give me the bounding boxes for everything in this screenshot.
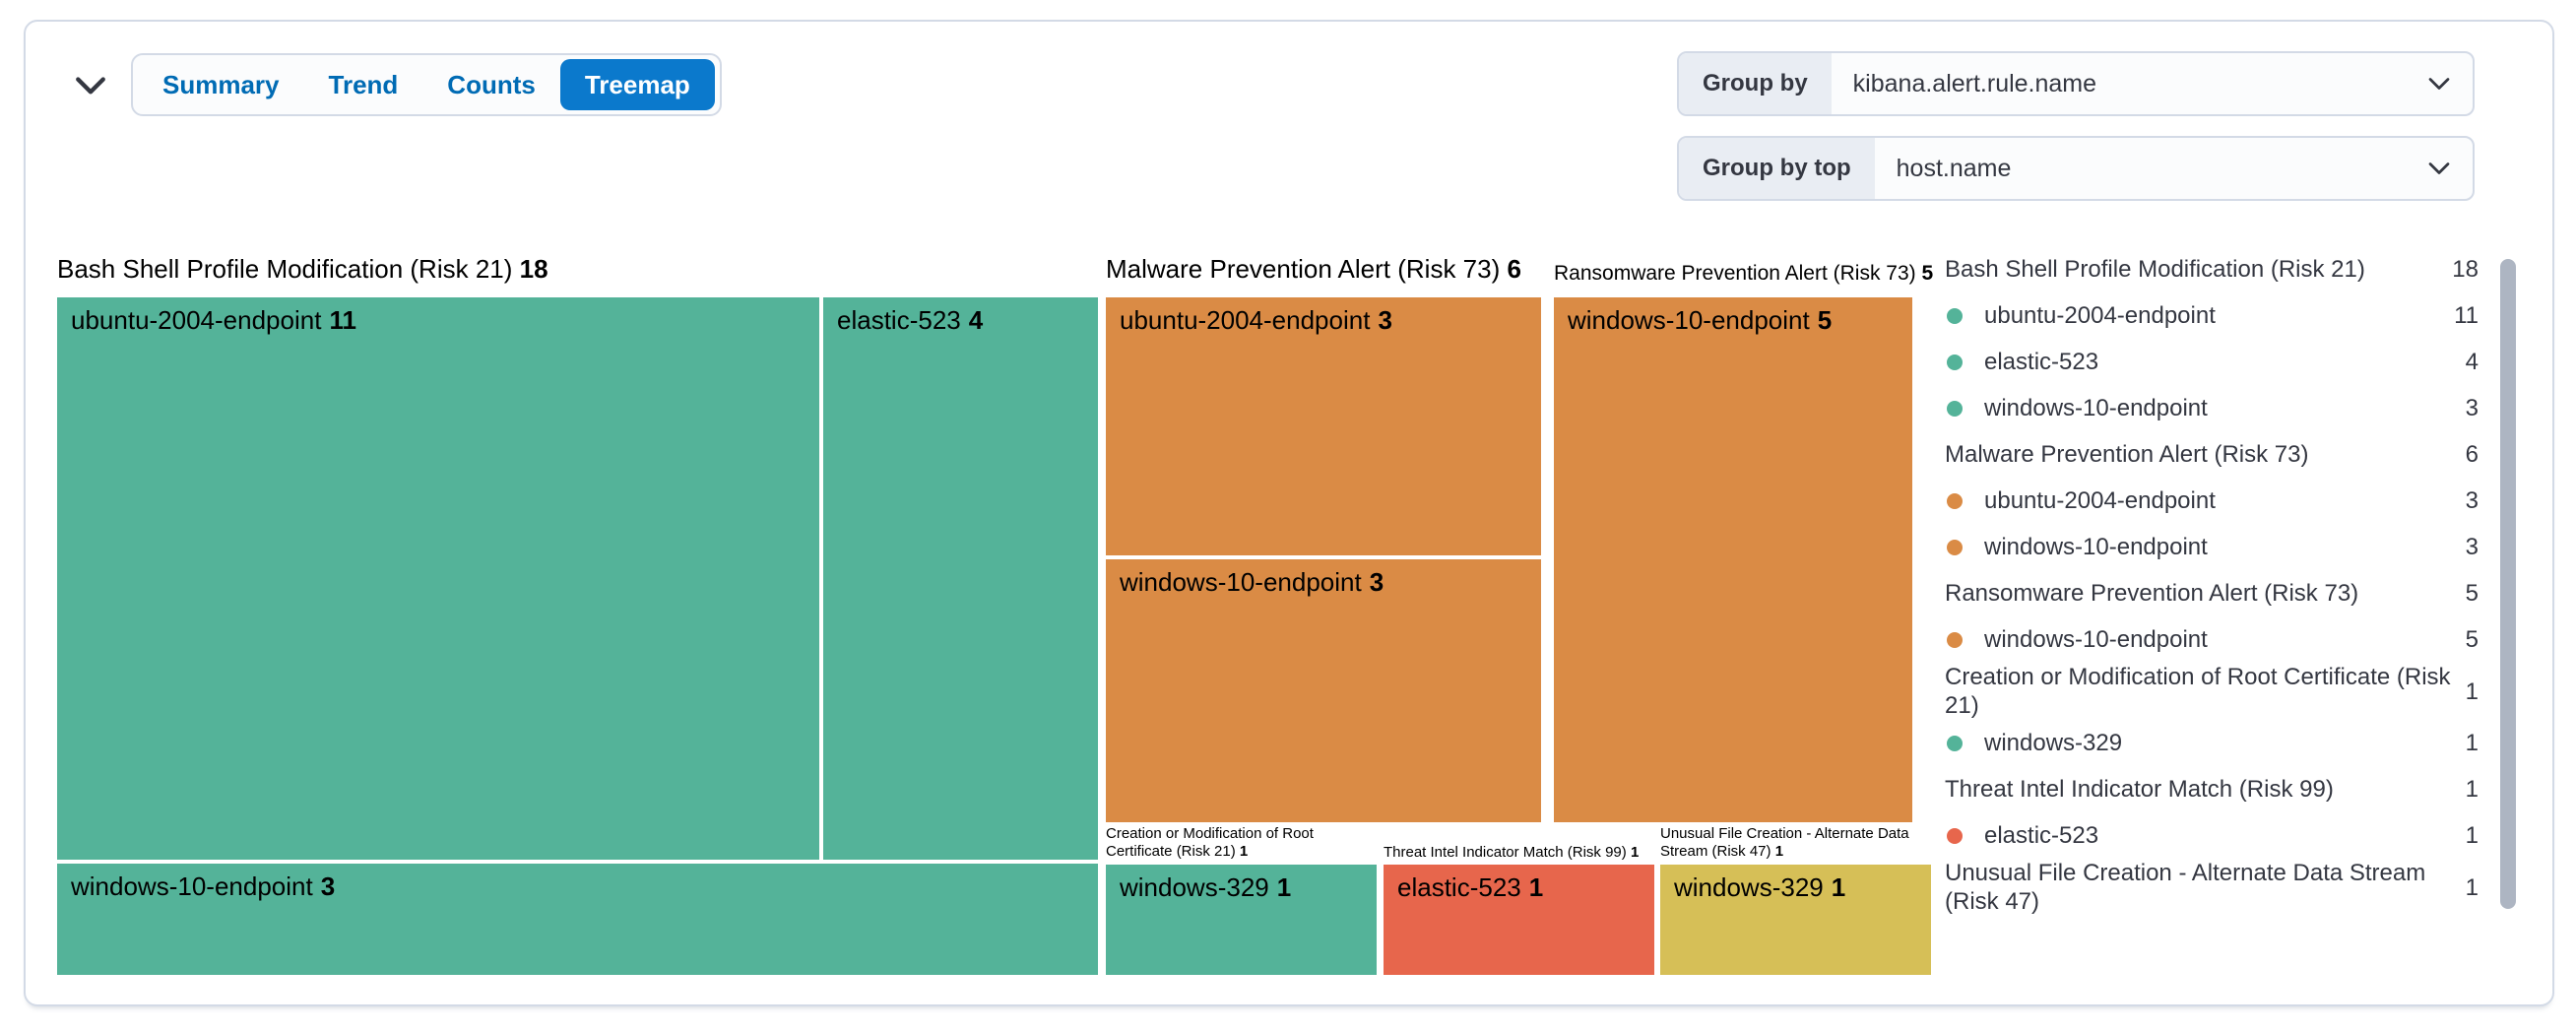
treemap-cell[interactable]: ubuntu-2004-endpoint 11 bbox=[57, 297, 819, 860]
cell-host: ubuntu-2004-endpoint bbox=[1120, 305, 1371, 335]
treemap-cell[interactable]: windows-10-endpoint 3 bbox=[57, 864, 1098, 975]
legend-count: 3 bbox=[2465, 487, 2479, 514]
treemap-cell[interactable]: ubuntu-2004-endpoint 3 bbox=[1106, 297, 1541, 555]
legend-host-item[interactable]: elastic-523 4 bbox=[1945, 339, 2479, 385]
legend-color-dot bbox=[1947, 492, 1963, 509]
treemap-section-title: Bash Shell Profile Modification (Risk 21… bbox=[57, 254, 548, 284]
legend-count: 5 bbox=[2465, 626, 2479, 653]
collapse-panel-button[interactable] bbox=[67, 65, 114, 108]
legend-count: 6 bbox=[2465, 441, 2479, 468]
legend-host-item[interactable]: ubuntu-2004-endpoint 3 bbox=[1945, 478, 2479, 524]
treemap-section-title: Malware Prevention Alert (Risk 73) 6 bbox=[1106, 254, 1521, 284]
legend-rule-item[interactable]: Creation or Modification of Root Certifi… bbox=[1945, 664, 2479, 719]
treemap-section-title: Ransomware Prevention Alert (Risk 73) 5 bbox=[1554, 262, 1934, 285]
cell-host: ubuntu-2004-endpoint bbox=[71, 305, 322, 335]
cell-host: windows-329 bbox=[1674, 872, 1824, 902]
section-count: 5 bbox=[1921, 262, 1934, 285]
section-count: 6 bbox=[1507, 254, 1521, 284]
group-by-control: Group by kibana.alert.rule.name bbox=[1677, 51, 2475, 116]
legend-scrollbar[interactable] bbox=[2500, 259, 2516, 909]
group-by-top-select[interactable]: host.name bbox=[1896, 154, 2012, 182]
legend-count: 5 bbox=[2465, 580, 2479, 607]
tab-summary[interactable]: Summary bbox=[162, 69, 280, 99]
legend-rule-item[interactable]: Unusual File Creation - Alternate Data S… bbox=[1945, 860, 2479, 915]
legend-color-dot bbox=[1947, 400, 1963, 417]
treemap-cell[interactable]: windows-10-endpoint 5 bbox=[1554, 297, 1912, 822]
chevron-down-icon bbox=[74, 74, 107, 99]
legend-count: 1 bbox=[2465, 776, 2479, 803]
legend-host-item[interactable]: windows-10-endpoint 3 bbox=[1945, 385, 2479, 431]
treemap-section-title-small: Creation or Modification of Root Certifi… bbox=[1106, 825, 1314, 860]
cell-value: 1 bbox=[1528, 872, 1544, 902]
treemap-cell[interactable]: elastic-523 4 bbox=[823, 297, 1098, 860]
treemap-cell[interactable]: windows-329 1 bbox=[1660, 865, 1931, 975]
treemap-legend: Bash Shell Profile Modification (Risk 21… bbox=[1945, 246, 2479, 916]
cell-value: 11 bbox=[329, 305, 356, 335]
legend-count: 18 bbox=[2452, 256, 2479, 283]
cell-host: windows-10-endpoint bbox=[1568, 305, 1810, 335]
cell-value: 4 bbox=[968, 305, 984, 335]
cell-host: elastic-523 bbox=[1397, 872, 1521, 902]
treemap-cell[interactable]: windows-10-endpoint 3 bbox=[1106, 559, 1541, 822]
group-by-select[interactable]: kibana.alert.rule.name bbox=[1852, 69, 2097, 97]
legend-color-dot bbox=[1947, 307, 1963, 324]
legend-count: 4 bbox=[2465, 349, 2479, 375]
cell-value: 5 bbox=[1817, 305, 1833, 335]
tab-treemap[interactable]: Treemap bbox=[559, 59, 715, 110]
cell-value: 3 bbox=[1369, 567, 1385, 597]
cell-host: windows-10-endpoint bbox=[71, 871, 313, 901]
chevron-down-icon bbox=[2427, 138, 2473, 199]
chevron-down-icon bbox=[2427, 53, 2473, 114]
section-count: 18 bbox=[519, 254, 548, 284]
legend-color-dot bbox=[1947, 735, 1963, 751]
legend-color-dot bbox=[1947, 539, 1963, 555]
legend-host-item[interactable]: windows-10-endpoint 5 bbox=[1945, 616, 2479, 663]
legend-color-dot bbox=[1947, 827, 1963, 844]
cell-value: 1 bbox=[1831, 872, 1846, 902]
cell-value: 1 bbox=[1276, 872, 1292, 902]
legend-color-dot bbox=[1947, 631, 1963, 648]
tab-counts[interactable]: Counts bbox=[447, 69, 536, 99]
legend-count: 11 bbox=[2454, 302, 2479, 329]
legend-rule-item[interactable]: Threat Intel Indicator Match (Risk 99) 1 bbox=[1945, 776, 2479, 803]
cell-value: 3 bbox=[320, 871, 336, 901]
treemap-section-title-small: Threat Intel Indicator Match (Risk 99) 1 bbox=[1384, 844, 1640, 861]
legend-rule-item[interactable]: Bash Shell Profile Modification (Risk 21… bbox=[1945, 256, 2479, 283]
legend-color-dot bbox=[1947, 354, 1963, 370]
legend-count: 3 bbox=[2465, 534, 2479, 560]
tab-trend[interactable]: Trend bbox=[328, 69, 399, 99]
legend-host-item[interactable]: elastic-523 1 bbox=[1945, 812, 2479, 859]
section-count: 1 bbox=[1630, 844, 1640, 861]
legend-count: 1 bbox=[2465, 822, 2479, 849]
legend-count: 1 bbox=[2465, 873, 2479, 901]
legend-host-item[interactable]: ubuntu-2004-endpoint 11 bbox=[1945, 292, 2479, 339]
cell-value: 3 bbox=[1378, 305, 1392, 335]
section-count: 1 bbox=[1774, 843, 1784, 860]
legend-host-item[interactable]: windows-10-endpoint 3 bbox=[1945, 524, 2479, 570]
group-by-top-control: Group by top host.name bbox=[1677, 136, 2475, 201]
group-by-label: Group by bbox=[1679, 53, 1832, 114]
legend-count: 1 bbox=[2465, 730, 2479, 756]
group-by-top-label: Group by top bbox=[1679, 138, 1875, 199]
legend-count: 3 bbox=[2465, 395, 2479, 421]
cell-host: windows-329 bbox=[1120, 872, 1269, 902]
treemap-cell[interactable]: elastic-523 1 bbox=[1384, 865, 1654, 975]
treemap-section-title-small: Unusual File Creation - Alternate Data S… bbox=[1660, 825, 1909, 860]
view-selector-button-group: Summary Trend Counts Treemap bbox=[131, 53, 722, 116]
cell-host: elastic-523 bbox=[837, 305, 961, 335]
treemap-cell[interactable]: windows-329 1 bbox=[1106, 865, 1377, 975]
cell-host: windows-10-endpoint bbox=[1120, 567, 1362, 597]
legend-rule-item[interactable]: Ransomware Prevention Alert (Risk 73) 5 bbox=[1945, 580, 2479, 607]
legend-rule-item[interactable]: Malware Prevention Alert (Risk 73) 6 bbox=[1945, 441, 2479, 468]
section-count: 1 bbox=[1239, 843, 1249, 860]
legend-host-item[interactable]: windows-329 1 bbox=[1945, 720, 2479, 766]
legend-count: 1 bbox=[2465, 677, 2479, 705]
